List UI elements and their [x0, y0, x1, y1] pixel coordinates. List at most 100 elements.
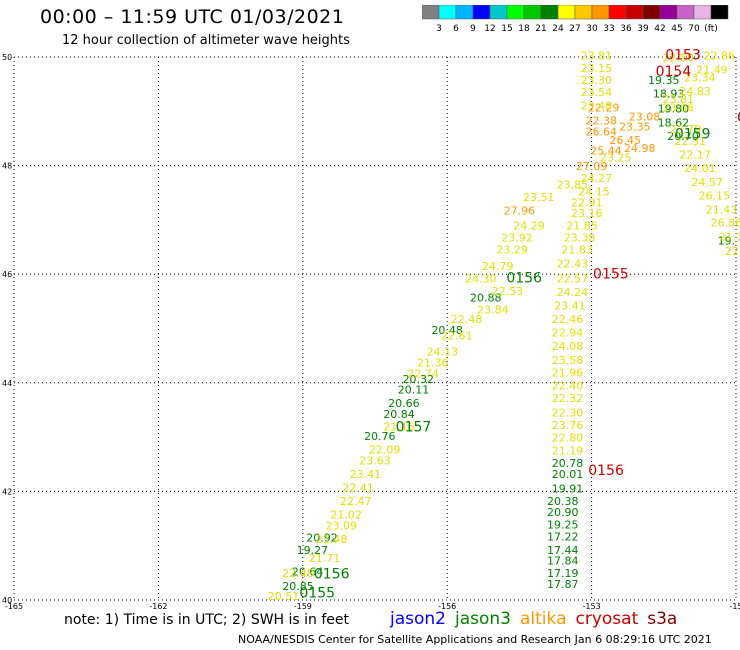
data-point: 21.1: [719, 231, 740, 244]
y-tick-label: 46: [2, 270, 12, 279]
data-point: 21.48: [316, 533, 348, 546]
data-point: 20.84: [383, 408, 415, 421]
legend-swatch: [710, 5, 729, 20]
satellite-legend-item: altika: [520, 609, 567, 629]
data-point: 23.48: [581, 100, 613, 113]
data-point: 22.80: [552, 431, 584, 444]
data-point: 23.63: [359, 454, 391, 467]
x-tick-label: -156: [438, 602, 456, 611]
legend-label: 36: [620, 24, 632, 34]
legend-label: 45: [671, 24, 682, 34]
pass-time-label: 0154: [656, 64, 692, 80]
data-point: 26.45: [610, 134, 642, 147]
data-point: 23.58: [552, 354, 584, 367]
pass-time-label: 0156: [314, 566, 350, 582]
satellite-legend: jason2 jason3 altika cryosat s3a: [390, 609, 686, 629]
data-point: 20.70: [667, 130, 699, 143]
y-tick-label: 40: [2, 596, 12, 605]
data-point: 20.78: [552, 457, 584, 470]
footer-credit: NOAA/NESDIS Center for Satellite Applica…: [238, 633, 712, 646]
data-point: 22.61: [441, 329, 473, 342]
legend-label: 30: [586, 24, 598, 34]
data-point: 17.44: [547, 544, 579, 557]
data-point: 23.85: [557, 178, 589, 191]
legend-label: (ft): [704, 24, 718, 34]
data-point: 20.32: [403, 373, 435, 386]
legend-label: 6: [453, 24, 459, 34]
data-point: 22.94: [552, 327, 584, 340]
data-point: 18.62: [658, 117, 690, 130]
data-point: 19.: [718, 234, 736, 247]
pass-time-label: 0159: [675, 126, 711, 142]
data-point: 24.98: [624, 142, 656, 155]
data-point: 22.86: [703, 50, 735, 63]
y-tick-label: 50: [2, 53, 12, 62]
data-point: 24.15: [578, 185, 610, 198]
data-point: 22.53: [492, 285, 524, 298]
legend-label: 21: [535, 24, 546, 34]
data-point: 20.92: [306, 531, 338, 544]
legend-label: 15: [501, 24, 512, 34]
data-point: 24.08: [552, 340, 584, 353]
data-point: 22.: [725, 245, 740, 258]
data-point: 20.38: [547, 495, 579, 508]
y-tick-label: 48: [2, 162, 12, 171]
data-point: 17.19: [547, 567, 579, 580]
data-point: 17.84: [547, 555, 579, 568]
satellite-legend-item: cryosat: [575, 609, 639, 629]
data-point: 23.25: [600, 151, 632, 164]
data-point: 22.48: [451, 313, 483, 326]
data-point: 20.11: [398, 384, 430, 397]
data-point: 26.15: [699, 189, 731, 202]
data-point: 23.92: [501, 232, 533, 245]
data-point: 23.06: [662, 101, 694, 114]
data-point: 19.35: [648, 74, 680, 87]
data-point: 23.29: [496, 244, 528, 257]
data-point: 19.91: [552, 482, 584, 495]
data-point: 23.81: [581, 50, 613, 63]
data-point: 23.16: [571, 207, 603, 220]
data-point: 19.80: [658, 102, 690, 115]
data-point: 23.34: [684, 71, 716, 84]
data-point: 23.08: [629, 111, 661, 124]
data-point: 23.76: [552, 419, 584, 432]
data-point: 23.30: [581, 74, 613, 87]
data-point: 19.25: [547, 518, 579, 531]
legend-label: 33: [603, 24, 614, 34]
data-point: 22.31: [675, 135, 707, 148]
data-point: 22.32: [552, 392, 584, 405]
data-point: 20.90: [547, 506, 579, 519]
x-tick-label: -15: [729, 602, 740, 611]
data-point: 24.30: [465, 272, 497, 285]
x-tick-label: -162: [149, 602, 167, 611]
data-point: 20.51: [268, 590, 300, 603]
legend-label: 9: [470, 24, 476, 34]
legend-label: 42: [654, 24, 665, 34]
data-point: 22.30: [552, 406, 584, 419]
data-point: 26.86: [711, 216, 740, 229]
data-point: 21.16: [383, 421, 415, 434]
data-point: 23.38: [564, 232, 596, 245]
data-point: 23.35: [619, 120, 651, 133]
data-point: 21.71: [309, 552, 341, 565]
data-point: 23.41: [554, 299, 586, 312]
data-point: 22.46: [552, 313, 584, 326]
data-point: 18.93: [653, 88, 685, 101]
data-point: 17.87: [547, 578, 579, 591]
page-subtitle: 12 hour collection of altimeter wave hei…: [62, 33, 350, 48]
data-point: 21.19: [552, 444, 584, 457]
pass-time-label: 0156: [506, 270, 542, 286]
legend-label: 70: [688, 24, 700, 34]
data-point: 22.41: [342, 481, 374, 494]
data-point: 24.01: [684, 162, 716, 175]
data-point: 24.29: [513, 220, 545, 233]
satellite-legend-item: s3a: [647, 609, 678, 629]
legend-label: 3: [436, 24, 442, 34]
x-tick-label: -153: [583, 602, 601, 611]
data-point: 23.09: [326, 519, 358, 532]
data-point: 20.66: [388, 397, 420, 410]
pass-time-label: 0155: [593, 267, 629, 283]
data-point: 23.81: [662, 93, 694, 106]
data-point: 22.40: [552, 379, 584, 392]
